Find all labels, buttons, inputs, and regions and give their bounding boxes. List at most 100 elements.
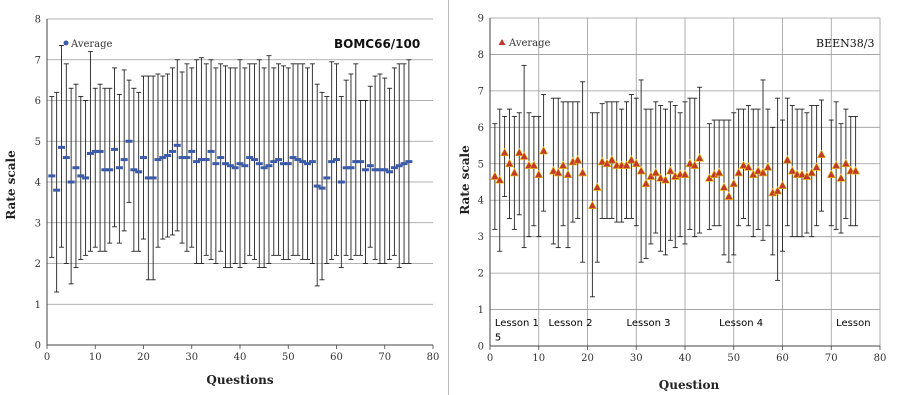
data-point xyxy=(724,191,734,200)
data-point xyxy=(226,164,234,168)
data-point xyxy=(695,153,705,162)
data-point xyxy=(149,176,157,180)
data-point xyxy=(807,167,817,177)
data-point xyxy=(168,149,176,153)
data-point xyxy=(376,168,384,172)
data-point xyxy=(381,168,389,172)
data-point xyxy=(787,165,797,175)
data-point xyxy=(656,173,666,182)
chart-title: BOMC66/100 xyxy=(334,37,420,51)
x-tick-label: 40 xyxy=(679,353,692,364)
data-point xyxy=(207,149,215,153)
data-point xyxy=(778,180,787,189)
data-point xyxy=(386,170,394,174)
data-point xyxy=(361,168,369,172)
data-point xyxy=(236,162,244,166)
data-point xyxy=(690,160,700,169)
data-point xyxy=(183,156,191,160)
data-point xyxy=(111,147,119,151)
data-point xyxy=(405,160,413,164)
data-point xyxy=(347,166,355,170)
y-tick-label: 6 xyxy=(35,96,41,107)
data-point xyxy=(67,180,75,184)
y-tick-label: 2 xyxy=(478,269,484,280)
y-tick-label: 2 xyxy=(35,259,41,270)
data-point xyxy=(719,182,729,191)
data-point xyxy=(279,162,287,166)
data-point xyxy=(366,164,374,168)
lesson-annotations: Lesson 1 5 Lesson 2 Lesson 3 Lesson 4 Lesson xyxy=(495,318,871,344)
data-point xyxy=(125,139,133,143)
lesson-annotation: Lesson 2 xyxy=(549,318,593,329)
data-point xyxy=(519,151,529,160)
data-point xyxy=(529,160,539,169)
data-point xyxy=(558,160,568,169)
data-point xyxy=(817,149,826,158)
legend-marker xyxy=(498,39,506,45)
plot-area xyxy=(48,45,413,293)
x-tick-label: 10 xyxy=(89,352,102,363)
data-point xyxy=(323,176,331,180)
y-tick-label: 3 xyxy=(35,218,41,229)
data-point xyxy=(563,169,573,179)
x-tick-label: 50 xyxy=(727,353,740,364)
data-point xyxy=(193,160,201,164)
data-point xyxy=(130,168,138,172)
data-point xyxy=(72,166,80,170)
data-point xyxy=(622,160,631,169)
data-point xyxy=(289,156,297,160)
data-point xyxy=(505,158,514,168)
data-point xyxy=(144,176,152,180)
data-point xyxy=(57,145,65,149)
data-point xyxy=(62,156,70,160)
x-tick-label: 80 xyxy=(874,353,887,364)
x-tick-label: 70 xyxy=(825,353,838,364)
data-point xyxy=(178,156,186,160)
data-point xyxy=(86,151,94,155)
y-tick-label: 0 xyxy=(478,342,484,353)
y-axis-title: Rate scale xyxy=(4,150,18,220)
data-point xyxy=(763,162,773,171)
data-point xyxy=(587,200,597,209)
legend-label: Average xyxy=(508,38,551,49)
plot-area xyxy=(490,64,861,298)
x-tick-label: 60 xyxy=(776,353,789,364)
data-point xyxy=(812,162,822,171)
data-point xyxy=(841,158,851,168)
x-tick-label: 40 xyxy=(234,352,247,363)
data-point xyxy=(48,174,56,178)
data-point xyxy=(665,165,675,175)
data-point xyxy=(120,158,128,162)
data-point xyxy=(308,160,316,164)
data-point xyxy=(400,162,408,166)
x-tick-label: 0 xyxy=(487,353,493,364)
data-point xyxy=(91,149,99,153)
data-point xyxy=(548,165,558,175)
x-tick-label: 30 xyxy=(630,353,643,364)
data-point xyxy=(352,160,360,164)
legend: Average xyxy=(63,39,113,50)
data-point xyxy=(241,164,249,168)
data-point xyxy=(328,160,336,164)
data-point xyxy=(337,180,345,184)
data-point xyxy=(631,158,641,168)
data-point xyxy=(246,156,254,160)
x-tick-label: 70 xyxy=(378,352,391,363)
data-point xyxy=(680,169,690,179)
legend: Average xyxy=(498,38,551,49)
y-tick-label: 8 xyxy=(478,50,484,61)
data-point xyxy=(260,166,268,170)
data-point xyxy=(836,173,846,182)
data-point xyxy=(831,160,841,169)
data-point xyxy=(685,158,695,168)
x-tick-label: 50 xyxy=(282,352,295,363)
panel-divider xyxy=(448,0,449,395)
data-point xyxy=(743,162,753,171)
legend-label: Average xyxy=(70,39,113,50)
x-tick-label: 10 xyxy=(532,353,545,364)
y-tick-label: 7 xyxy=(35,55,41,66)
data-point xyxy=(578,167,588,177)
data-point xyxy=(714,167,724,177)
